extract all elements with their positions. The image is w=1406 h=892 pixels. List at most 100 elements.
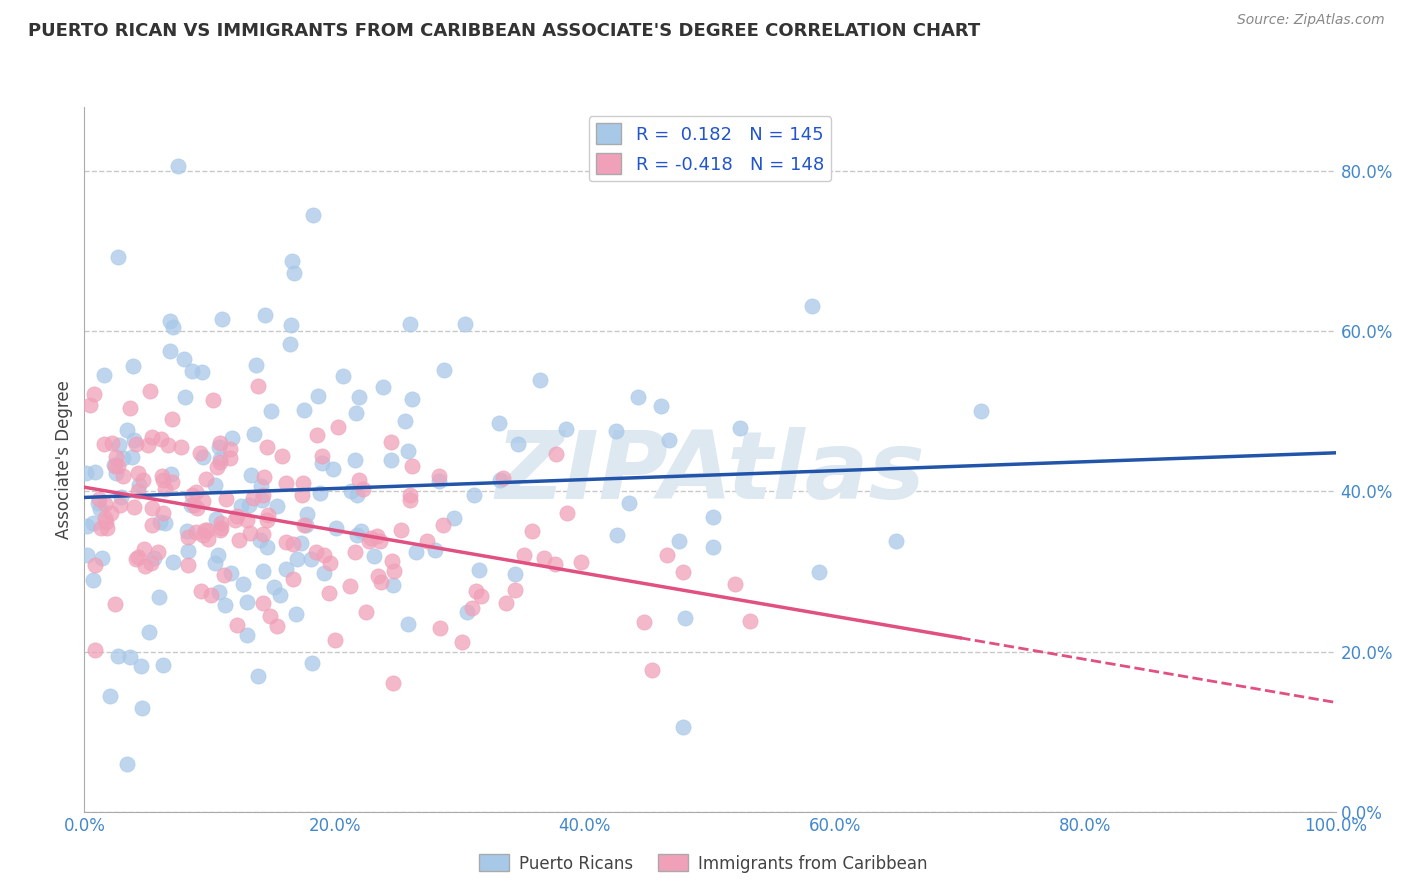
- Point: [90, 551, 112, 566]
- Point: [186, 484, 208, 499]
- Point: [505, 583, 527, 598]
- Point: [292, 476, 315, 491]
- Point: [405, 545, 427, 559]
- Point: [520, 524, 543, 538]
- Point: [129, 658, 152, 673]
- Point: [83, 387, 105, 401]
- Point: [173, 351, 195, 366]
- Point: [650, 399, 672, 413]
- Point: [204, 512, 226, 526]
- Point: [491, 471, 513, 485]
- Point: [156, 438, 179, 452]
- Point: [263, 580, 285, 594]
- Point: [461, 601, 484, 615]
- Point: [294, 402, 316, 417]
- Point: [235, 513, 257, 527]
- Point: [104, 450, 127, 464]
- Point: [886, 533, 908, 548]
- Point: [87, 492, 110, 507]
- Point: [236, 595, 259, 609]
- Point: [208, 436, 231, 450]
- Point: [291, 488, 314, 502]
- Point: [84, 558, 107, 572]
- Point: [125, 552, 148, 566]
- Point: [207, 548, 229, 562]
- Point: [305, 545, 328, 559]
- Point: [100, 506, 122, 520]
- Point: [290, 536, 312, 550]
- Point: [249, 533, 271, 547]
- Point: [142, 550, 165, 565]
- Point: [191, 528, 214, 542]
- Point: [398, 488, 420, 502]
- Point: [141, 518, 163, 533]
- Point: [162, 411, 184, 425]
- Point: [270, 449, 292, 463]
- Point: [162, 320, 184, 334]
- Point: [260, 404, 283, 418]
- Point: [371, 380, 394, 394]
- Point: [219, 566, 242, 581]
- Point: [295, 507, 318, 521]
- Point: [89, 502, 111, 516]
- Point: [121, 359, 143, 374]
- Point: [111, 468, 134, 483]
- Point: [218, 450, 240, 465]
- Point: [389, 523, 412, 537]
- Point: [533, 551, 555, 566]
- Point: [322, 462, 344, 476]
- Point: [212, 567, 235, 582]
- Point: [152, 506, 174, 520]
- Point: [641, 663, 664, 677]
- Point: [228, 533, 250, 548]
- Point: [382, 564, 405, 578]
- Point: [252, 564, 274, 578]
- Point: [107, 649, 129, 664]
- Point: [256, 513, 278, 527]
- Point: [352, 482, 374, 496]
- Point: [671, 565, 693, 579]
- Point: [121, 450, 143, 464]
- Point: [240, 468, 263, 483]
- Point: [209, 521, 232, 535]
- Point: [162, 555, 184, 569]
- Point: [401, 458, 423, 473]
- Point: [110, 491, 132, 505]
- Point: [370, 575, 392, 590]
- Point: [183, 498, 205, 512]
- Point: [363, 549, 385, 564]
- Point: [285, 552, 308, 566]
- Point: [427, 474, 450, 488]
- Point: [394, 414, 416, 428]
- Y-axis label: Associate's Degree: Associate's Degree: [55, 380, 73, 539]
- Point: [211, 311, 233, 326]
- Point: [180, 488, 202, 502]
- Point: [658, 433, 681, 447]
- Point: [87, 496, 110, 510]
- Point: [357, 533, 380, 548]
- Point: [259, 609, 281, 624]
- Point: [190, 365, 212, 379]
- Point: [381, 554, 404, 568]
- Point: [307, 389, 329, 403]
- Point: [186, 500, 208, 515]
- Point: [180, 498, 202, 512]
- Point: [319, 557, 342, 571]
- Point: [103, 458, 125, 472]
- Point: [724, 577, 747, 591]
- Point: [96, 521, 118, 535]
- Point: [285, 607, 308, 621]
- Point: [339, 578, 361, 592]
- Point: [343, 453, 366, 467]
- Point: [150, 469, 173, 483]
- Point: [738, 614, 761, 628]
- Point: [544, 446, 567, 460]
- Point: [354, 605, 377, 619]
- Point: [325, 633, 347, 648]
- Point: [252, 526, 274, 541]
- Point: [307, 428, 329, 442]
- Point: [488, 416, 510, 430]
- Point: [111, 450, 134, 465]
- Point: [344, 406, 367, 420]
- Point: [627, 390, 650, 404]
